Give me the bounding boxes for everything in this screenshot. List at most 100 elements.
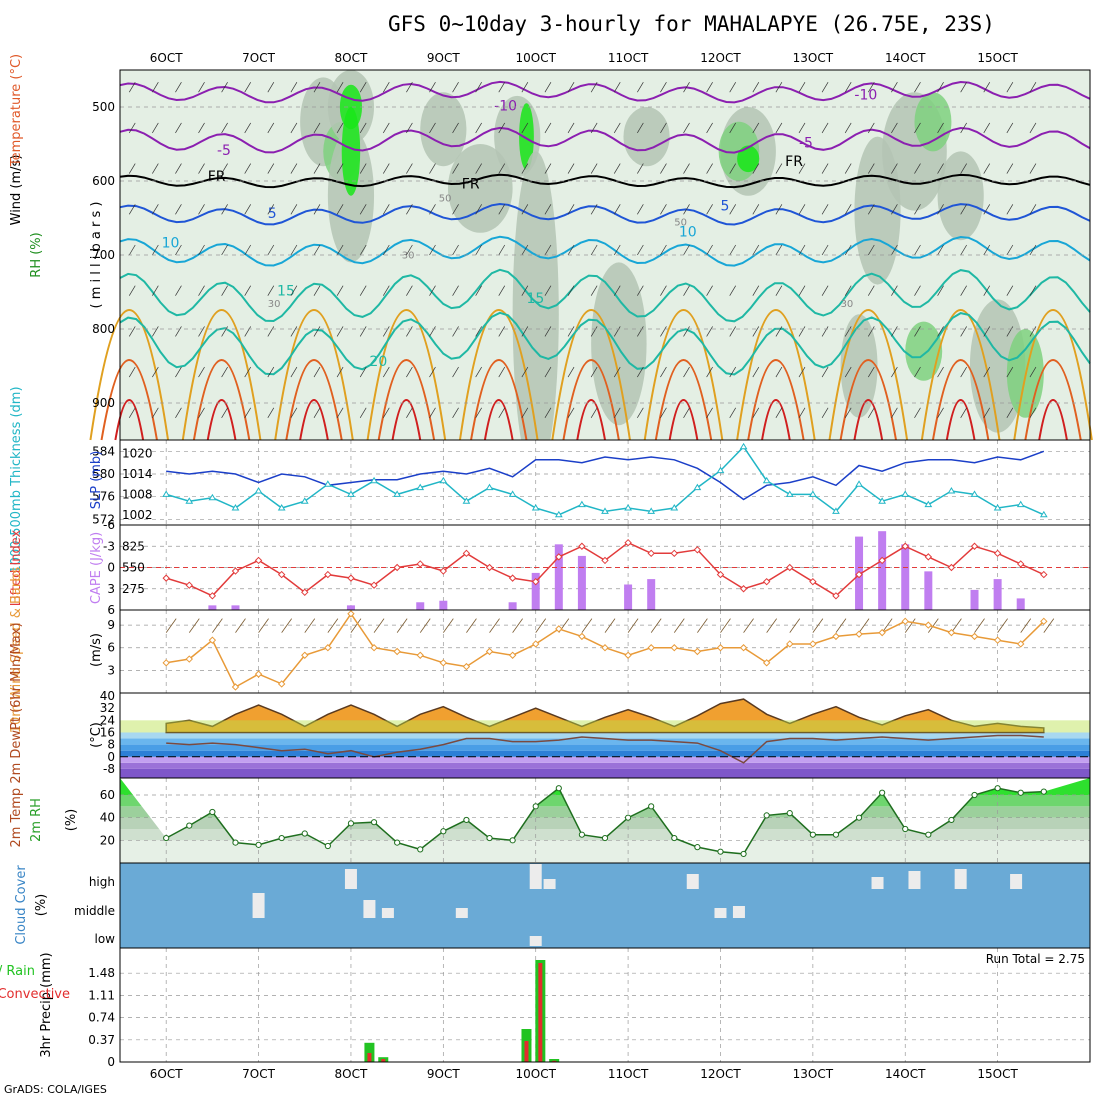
wind-barb [544,122,552,134]
wind-barb [775,244,783,256]
wind-barb [244,82,252,93]
wind-barb [844,244,852,256]
wind-barb [198,407,205,418]
wind-barb [290,82,298,93]
isotherm-line [119,202,1091,226]
y-tick-label: 60 [100,788,115,802]
wind-barb [498,366,506,378]
wind-barb [683,326,690,337]
wind-barb [974,618,985,633]
contour-label: 30 [402,251,415,262]
temp-band [120,738,1090,745]
wind-barb [406,366,413,378]
wind-barb [914,163,921,174]
wind-barb [1029,285,1037,296]
wind-barb [683,163,690,174]
y-tick-label: -3 [103,539,115,553]
rh-blob [447,144,513,233]
upper-air-frame [119,69,1091,441]
cape-bar [878,531,887,610]
wind-barb [188,618,200,633]
wind-barb [382,163,390,174]
lifted-index-line-point [624,539,632,547]
lifted-index-line-point [993,549,1002,558]
isotherm-line [119,311,1091,376]
temp-contour-warm [736,309,816,441]
wind-barb [798,407,806,418]
wind-barb [775,204,783,215]
wind-barb [798,122,806,134]
wind-barb [752,204,760,215]
contour-label: -5 [217,143,231,159]
wind-barb [983,407,991,418]
wind-barb [128,244,136,256]
cloud-bar [455,908,468,918]
wind-barb [198,82,205,93]
wind-barb [881,618,893,633]
wind-barb [867,82,875,93]
wind-barb [752,407,760,418]
wind-barb [267,204,275,215]
temp-band [120,756,1090,763]
wind-barb [221,407,228,418]
lifted-index-line-point [185,581,193,589]
wind-speed-line-point [601,644,609,652]
wind-speed-line-point [670,644,678,652]
wind-barb [1029,407,1037,418]
wind-barb [544,204,552,215]
x-tick-label-top: 15OCT [977,51,1018,65]
wind-barb [683,407,690,418]
wind-barb [382,366,390,378]
wind-barb [798,82,806,93]
wind-barb [152,204,159,215]
wind-barb [914,366,921,378]
wind-barb [152,122,159,134]
wind-barb [498,163,506,174]
slp-line-point [601,507,609,514]
wind-barb [891,82,898,93]
isotherm-line [119,80,1091,104]
lifted-index-line-point [809,577,817,586]
slp-line-point [347,490,355,497]
wind-barb [660,204,667,215]
wind-speed-line-point [277,680,286,688]
lifted-index-line-point [555,553,563,561]
rh-line-point [717,848,724,855]
contour-label: 15 [277,284,295,300]
wind-speed-line-point [924,621,933,629]
cape-bar [531,572,540,610]
wind-barb [406,122,413,134]
y-tick-label: 24 [100,713,115,727]
wind-barb [429,204,436,215]
wind-barb [382,326,390,337]
rh-line-point [463,816,470,824]
rh-line-point [648,803,655,810]
slp-line-point [554,510,563,518]
wind-barb [775,82,783,93]
wind-barb [637,407,644,418]
wind-barb [1029,163,1037,174]
wind-barb [175,163,182,174]
wind-barb [706,82,713,93]
slp-line-point [993,504,1002,511]
temp-band [120,750,1090,757]
wind-barb [382,407,390,418]
wind-barb [406,244,413,256]
y-tick-label: 900 [92,396,115,410]
wind-speed-line-point [739,644,748,652]
y-tick-label: 3 [107,582,115,596]
y-tick-label: 0 [107,750,115,764]
wind-barb [867,204,875,215]
contour-label: -5 [799,136,813,152]
y-axis-label: Lifted Index [9,529,24,606]
wind-barb [844,204,852,215]
wind-barb [590,326,598,337]
wind-speed-line-point [555,625,563,633]
wind-barb [336,326,344,337]
wind-barb [175,82,182,93]
wind-barb [313,163,321,174]
wind-barb [544,244,552,256]
wind-barb [914,407,921,418]
lifted-index-line-point [1040,570,1048,579]
chart-title: GFS 0~10day 3-hourly for MAHALAPYE (26.7… [388,12,995,36]
